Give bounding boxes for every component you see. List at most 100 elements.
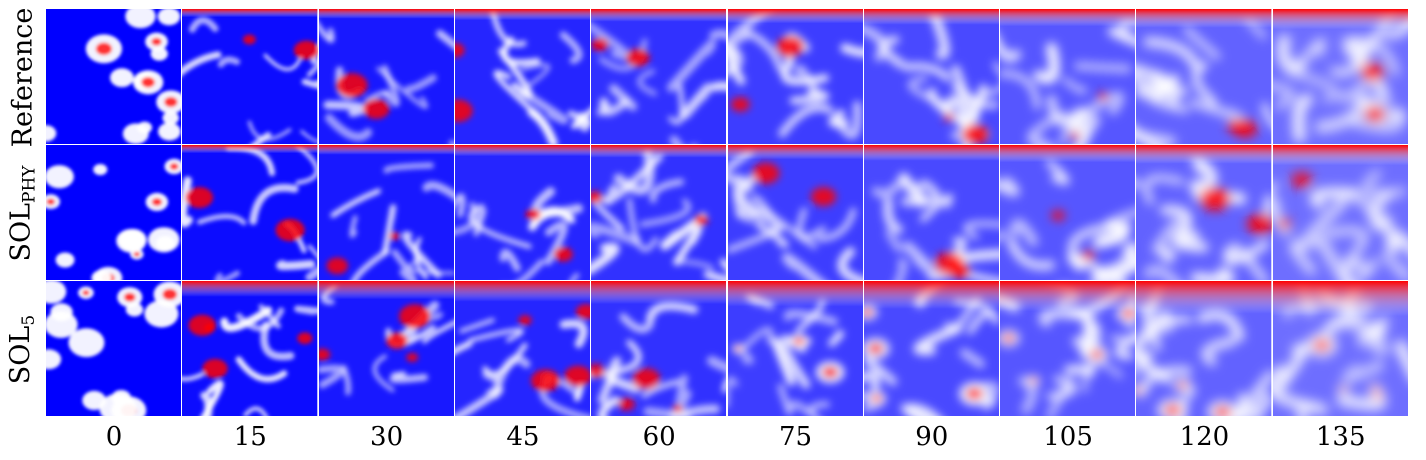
row-label-main: SOL bbox=[5, 202, 37, 262]
x-label-45: 45 bbox=[506, 422, 540, 452]
warm-top-layer bbox=[454, 145, 591, 157]
field-image bbox=[454, 9, 591, 144]
snapshot-r0-t30 bbox=[318, 9, 454, 144]
x-label-75: 75 bbox=[778, 422, 813, 452]
field-image bbox=[1136, 281, 1272, 416]
snapshot-r2-t60 bbox=[591, 281, 727, 416]
warm-top-layer bbox=[727, 9, 863, 24]
warm-top-layer bbox=[863, 9, 1000, 25]
snapshot-r1-t30 bbox=[318, 145, 454, 280]
field-structures bbox=[591, 301, 727, 416]
field-structures bbox=[1000, 159, 1136, 280]
snapshot-r0-t120 bbox=[1136, 9, 1272, 144]
field-image bbox=[454, 145, 591, 280]
snapshot-r1-t135 bbox=[1272, 145, 1408, 280]
row-label-main: SOL bbox=[5, 325, 37, 384]
snapshot-r2-t90 bbox=[863, 281, 1000, 416]
snapshot-r2-t105 bbox=[1000, 281, 1136, 416]
warm-top-layer bbox=[454, 281, 591, 302]
warm-top-layer bbox=[318, 9, 454, 19]
field-structures bbox=[318, 23, 454, 144]
row-label-subscript: PHY bbox=[19, 164, 40, 203]
snapshot-r0-t90 bbox=[863, 9, 1000, 144]
x-label-120: 120 bbox=[1179, 422, 1230, 452]
field-image bbox=[454, 281, 591, 416]
field-image bbox=[46, 281, 182, 416]
field-structures bbox=[454, 187, 583, 280]
field-image bbox=[1136, 145, 1272, 280]
warm-top-layer bbox=[182, 9, 318, 18]
warm-top-layer bbox=[591, 145, 727, 158]
field-image bbox=[318, 9, 454, 144]
field-structures bbox=[863, 281, 1000, 416]
field-structures bbox=[727, 148, 863, 280]
warm-top-layer bbox=[182, 281, 318, 297]
field-structures bbox=[46, 158, 182, 280]
field-image bbox=[1000, 281, 1136, 416]
warm-top-layer bbox=[727, 281, 863, 307]
snapshot-r1-t15 bbox=[182, 145, 318, 280]
x-label-30: 30 bbox=[370, 422, 404, 452]
warm-top-layer bbox=[863, 145, 1000, 161]
warm-top-layer bbox=[1000, 145, 1136, 163]
field-image bbox=[46, 145, 182, 280]
field-background bbox=[863, 9, 1000, 144]
warm-top-layer bbox=[318, 281, 454, 300]
field-image bbox=[1000, 9, 1136, 144]
snapshot-r2-t30 bbox=[318, 281, 454, 416]
warm-top-layer bbox=[727, 145, 863, 160]
x-label-60: 60 bbox=[642, 422, 676, 452]
field-image bbox=[318, 145, 454, 280]
field-image bbox=[1272, 145, 1408, 280]
field-image bbox=[182, 281, 318, 416]
field-image bbox=[863, 9, 1000, 144]
warm-top-layer bbox=[1136, 9, 1272, 28]
warm-top-layer bbox=[591, 9, 727, 22]
warm-top-layer bbox=[1272, 145, 1408, 166]
field-image bbox=[727, 145, 863, 280]
field-image bbox=[727, 281, 863, 416]
field-structures bbox=[454, 304, 591, 416]
field-image bbox=[318, 281, 454, 416]
field-structures bbox=[591, 148, 727, 280]
field-image bbox=[46, 9, 182, 144]
field-structures bbox=[46, 281, 182, 416]
warm-top-layer bbox=[863, 281, 1000, 309]
x-label-105: 105 bbox=[1043, 422, 1093, 452]
snapshot-r1-t105 bbox=[1000, 145, 1136, 280]
row-label-text: SOL5 bbox=[5, 314, 40, 384]
field-image bbox=[863, 281, 1000, 416]
snapshot-r0-t105 bbox=[1000, 9, 1136, 144]
field-image bbox=[591, 145, 727, 280]
snapshot-r2-t135 bbox=[1272, 281, 1408, 416]
snapshot-r1-t90 bbox=[863, 145, 1000, 280]
snapshot-r0-t75 bbox=[727, 9, 863, 144]
field-image bbox=[591, 9, 727, 144]
snapshot-grid bbox=[46, 9, 1409, 417]
warm-top-layer bbox=[591, 281, 727, 305]
field-structures bbox=[182, 16, 318, 144]
field-structures bbox=[1136, 156, 1272, 280]
row-label-main: Reference bbox=[7, 7, 39, 147]
warm-top-layer bbox=[1000, 9, 1136, 27]
field-structures bbox=[1136, 15, 1272, 144]
snapshot-r2-t0 bbox=[46, 281, 182, 416]
warm-top-layer bbox=[1136, 281, 1272, 314]
snapshot-r2-t15 bbox=[182, 281, 318, 416]
field-image bbox=[1000, 145, 1136, 280]
warm-top-layer bbox=[1000, 281, 1136, 312]
row-label-text: SOLPHY bbox=[5, 164, 40, 262]
field-image bbox=[1136, 9, 1272, 144]
field-structures bbox=[182, 303, 318, 416]
snapshot-r0-t135 bbox=[1272, 9, 1408, 144]
field-image bbox=[1272, 9, 1408, 144]
warm-top-layer bbox=[454, 9, 591, 21]
field-image bbox=[182, 9, 318, 144]
snapshot-r2-t120 bbox=[1136, 281, 1272, 416]
field-structures bbox=[871, 172, 1000, 280]
field-structures bbox=[591, 22, 727, 144]
field-image bbox=[182, 145, 318, 280]
row-label-text: Reference bbox=[7, 7, 39, 147]
snapshot-r0-t60 bbox=[591, 9, 727, 144]
